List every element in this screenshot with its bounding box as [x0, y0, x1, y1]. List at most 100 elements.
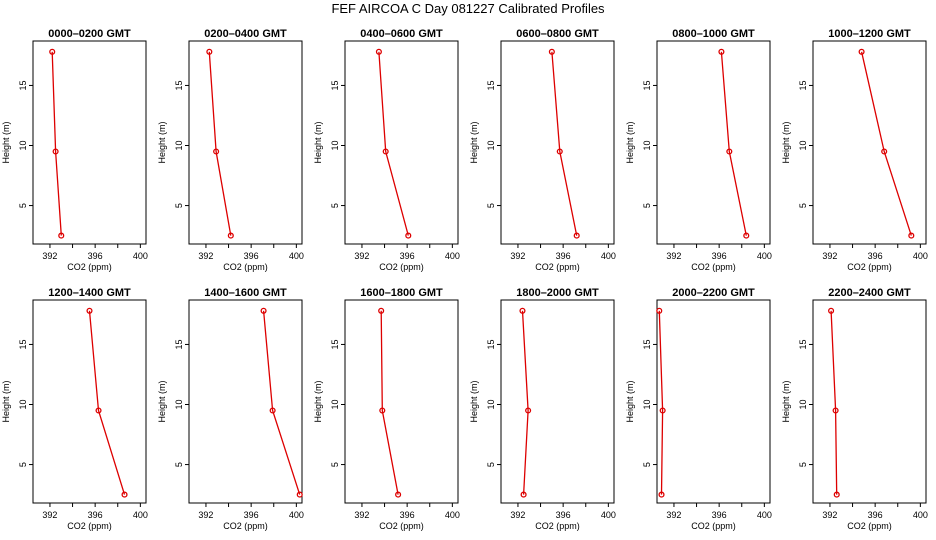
- data-point: [206, 48, 213, 55]
- panel-title: 2000–2200 GMT: [672, 287, 755, 299]
- plot-frame: [500, 40, 615, 245]
- y-tick-label: 10: [642, 140, 652, 150]
- x-tick-label: 392: [354, 510, 369, 520]
- x-tick-label: 392: [198, 510, 213, 520]
- y-axis-label: Height (m): [1, 380, 11, 422]
- profile-panel: 1800–2000 GMT 392 396 400 5 10 15 CO2 (ppm) Heig…: [469, 287, 616, 531]
- data-point: [395, 491, 402, 498]
- y-tick-label: 10: [330, 140, 340, 150]
- x-axis-label: CO2 (ppm): [847, 521, 892, 531]
- profile-panel: 1000–1200 GMT 392 396 400 5 10 15 CO2 (ppm) Heig…: [781, 28, 928, 272]
- data-point: [52, 148, 59, 155]
- x-tick-label: 400: [601, 251, 616, 261]
- x-axis-label: CO2 (ppm): [535, 521, 580, 531]
- plot-frame: [812, 40, 927, 245]
- x-tick-label: 400: [445, 510, 460, 520]
- x-tick-label: 392: [42, 510, 57, 520]
- profile-panel: 2200–2400 GMT 392 396 400 5 10 15 CO2 (ppm) Heig…: [781, 287, 928, 531]
- plot-frame: [32, 40, 147, 245]
- data-point: [556, 148, 563, 155]
- data-point: [908, 232, 915, 239]
- panel-title: 0600–0800 GMT: [516, 28, 599, 40]
- x-tick-label: 392: [666, 251, 681, 261]
- panel-title: 0400–0600 GMT: [360, 28, 443, 40]
- y-axis-label: Height (m): [157, 380, 167, 422]
- y-axis-label: Height (m): [469, 121, 479, 163]
- y-tick-label: 15: [174, 80, 184, 90]
- co2-profile-line: [51, 51, 62, 236]
- y-tick-label: 5: [330, 203, 340, 208]
- data-point: [378, 307, 385, 314]
- x-axis-label: CO2 (ppm): [223, 521, 268, 531]
- y-tick-label: 15: [798, 80, 808, 90]
- x-tick-label: 396: [712, 251, 727, 261]
- data-point: [828, 307, 835, 314]
- x-tick-label: 400: [289, 251, 304, 261]
- plot-frame: [188, 299, 303, 504]
- data-point: [382, 148, 389, 155]
- y-tick-label: 15: [642, 80, 652, 90]
- data-point: [405, 232, 412, 239]
- data-point: [858, 48, 865, 55]
- y-axis-label: Height (m): [1, 121, 11, 163]
- profile-panel: 2000–2200 GMT 392 396 400 5 10 15 CO2 (ppm) Heig…: [625, 287, 772, 531]
- data-point: [656, 307, 663, 314]
- panel-title: 1200–1400 GMT: [48, 287, 131, 299]
- profile-panel: 0000–0200 GMT 392 396 400 5 10 15 CO2 (ppm) Heig…: [1, 28, 148, 272]
- x-tick-label: 400: [289, 510, 304, 520]
- x-tick-label: 396: [556, 251, 571, 261]
- y-tick-label: 10: [486, 140, 496, 150]
- y-tick-label: 5: [174, 203, 184, 208]
- x-axis-label: CO2 (ppm): [379, 262, 424, 272]
- data-point: [520, 491, 527, 498]
- x-axis-label: CO2 (ppm): [847, 262, 892, 272]
- y-tick-label: 15: [798, 339, 808, 349]
- y-axis-label: Height (m): [625, 380, 635, 422]
- y-tick-label: 15: [486, 339, 496, 349]
- profile-panel: 0400–0600 GMT 392 396 400 5 10 15 CO2 (ppm) Heig…: [313, 28, 460, 272]
- x-tick-label: 396: [868, 251, 883, 261]
- co2-profile-line: [208, 51, 232, 236]
- plot-frame: [344, 40, 459, 245]
- data-point: [227, 232, 234, 239]
- y-tick-label: 15: [642, 339, 652, 349]
- plot-frame: [344, 299, 459, 504]
- y-tick-label: 5: [642, 462, 652, 467]
- panel-title: 0200–0400 GMT: [204, 28, 287, 40]
- x-tick-label: 396: [244, 510, 259, 520]
- co2-profile-line: [860, 51, 912, 236]
- data-point: [573, 232, 580, 239]
- co2-profile-line: [720, 51, 747, 236]
- data-point: [213, 148, 220, 155]
- co2-profile-line: [658, 310, 664, 495]
- x-tick-label: 392: [42, 251, 57, 261]
- data-point: [881, 148, 888, 155]
- x-tick-label: 400: [757, 251, 772, 261]
- x-tick-label: 396: [400, 251, 415, 261]
- data-point: [379, 407, 386, 414]
- data-point: [95, 407, 102, 414]
- data-point: [58, 232, 65, 239]
- data-point: [86, 307, 93, 314]
- y-tick-label: 10: [798, 399, 808, 409]
- co2-profile-line: [380, 310, 399, 495]
- y-tick-label: 5: [486, 203, 496, 208]
- data-point: [548, 48, 555, 55]
- x-tick-label: 396: [88, 510, 103, 520]
- data-point: [659, 407, 666, 414]
- panel-title: 1400–1600 GMT: [204, 287, 287, 299]
- co2-profile-line: [830, 310, 838, 495]
- panel-grid: 0000–0200 GMT 392 396 400 5 10 15 CO2 (ppm) Heig…: [1, 28, 928, 531]
- co2-profile-line: [521, 310, 529, 495]
- data-point: [833, 491, 840, 498]
- plot-frame: [500, 299, 615, 504]
- profile-panel: 0800–1000 GMT 392 396 400 5 10 15 CO2 (ppm) Heig…: [625, 28, 772, 272]
- data-point: [49, 48, 56, 55]
- x-tick-label: 400: [757, 510, 772, 520]
- x-tick-label: 392: [510, 510, 525, 520]
- data-point: [121, 491, 128, 498]
- data-point: [718, 48, 725, 55]
- data-point: [519, 307, 526, 314]
